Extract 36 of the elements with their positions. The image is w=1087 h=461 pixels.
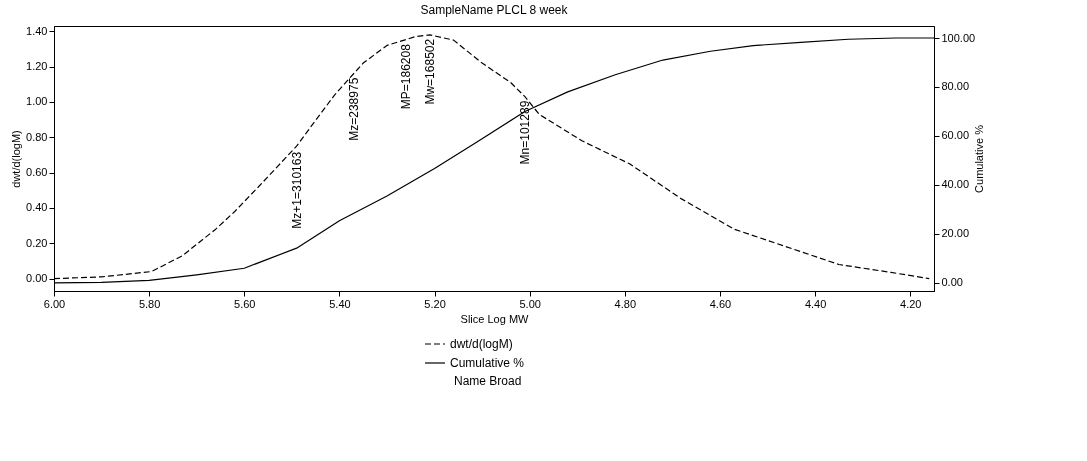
- annotation: MP=186208: [399, 43, 413, 110]
- legend-label: dwt/d(logM): [450, 337, 513, 351]
- annotation: Mz+1=310163: [289, 151, 304, 229]
- y2-tick-label: 40.00: [941, 178, 970, 191]
- y-tick-label: 1.40: [26, 24, 48, 37]
- chart-title: SampleName PLCL 8 week: [420, 3, 569, 18]
- legend-label: Cumulative %: [450, 356, 525, 370]
- y2-tick-label: 0.00: [941, 276, 963, 289]
- x-tick-label: 5.40: [329, 297, 351, 310]
- y2-axis-title: Cumulative %: [973, 124, 986, 193]
- x-tick-label: 4.80: [614, 297, 637, 310]
- x-tick-label: 4.60: [709, 297, 732, 310]
- annotation: Mn=101289: [517, 100, 532, 165]
- y-tick-label: 0.80: [26, 130, 48, 143]
- x-tick-label: 5.00: [519, 297, 541, 310]
- y-tick-label: 1.20: [26, 60, 48, 73]
- x-tick-label: 5.20: [424, 297, 446, 310]
- y2-tick-label: 80.00: [941, 80, 970, 93]
- y-tick-label: 1.00: [26, 95, 48, 108]
- y-tick-label: 0.60: [26, 166, 48, 179]
- text: Name Broad: [454, 374, 522, 388]
- y-tick-label: 0.40: [26, 201, 48, 214]
- y2-tick-label: 100.00: [941, 31, 976, 44]
- y2-tick-label: 20.00: [941, 227, 970, 240]
- annotation: Mz=238975: [346, 77, 361, 141]
- x-tick-label: 4.20: [900, 297, 922, 310]
- x-tick-label: 6.00: [43, 297, 66, 310]
- y-axis-title: dwt/d(logM): [10, 130, 23, 188]
- x-axis-title: Slice Log MW: [460, 312, 530, 325]
- y-tick-label: 0.00: [26, 272, 48, 285]
- x-tick-label: 5.60: [234, 297, 256, 310]
- y-tick-label: 0.20: [26, 236, 48, 249]
- y2-tick-label: 60.00: [941, 129, 970, 142]
- x-tick-label: 5.80: [138, 297, 161, 310]
- x-tick-label: 4.40: [804, 297, 827, 310]
- annotation: Mw=168502: [422, 38, 437, 105]
